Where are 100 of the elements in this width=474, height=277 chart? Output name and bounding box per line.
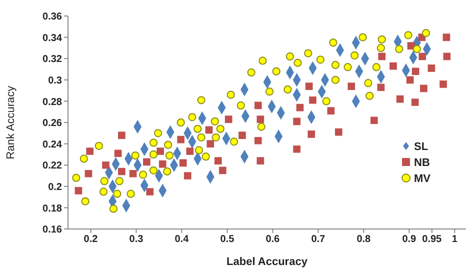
x-tick-label: 1 [452, 234, 458, 246]
point [305, 82, 313, 90]
point [179, 159, 187, 167]
point [272, 67, 280, 76]
point [163, 167, 172, 176]
point [316, 56, 325, 64]
point [418, 52, 426, 60]
point [256, 116, 264, 123]
point [378, 35, 386, 44]
point [358, 33, 367, 42]
x-tick-label: 0.2 [84, 234, 98, 246]
y-tick-label: 0.34 [42, 32, 62, 44]
point [165, 151, 174, 160]
y-axis-title: Rank Accuracy [4, 85, 17, 160]
point [322, 97, 330, 106]
point [129, 170, 137, 178]
point [366, 92, 374, 100]
point [164, 140, 172, 149]
point [344, 63, 352, 72]
legend-label: MV [414, 173, 432, 185]
point [214, 157, 222, 165]
y-tick-label: 0.2 [48, 182, 62, 193]
point [296, 104, 304, 112]
x-axis-title: Label Accuracy [226, 256, 308, 268]
point [118, 132, 126, 139]
point [372, 63, 380, 72]
point [404, 31, 412, 40]
point [257, 122, 266, 131]
point [202, 152, 210, 161]
y-tick-label: 0.24 [42, 139, 62, 150]
point [114, 150, 122, 158]
point [210, 117, 219, 126]
point [265, 88, 274, 96]
x-tick-label: 0.95 [422, 234, 442, 246]
point [442, 34, 450, 41]
point [115, 177, 124, 186]
point [154, 129, 162, 138]
point [334, 128, 342, 136]
point [390, 62, 397, 70]
point [377, 84, 385, 92]
point [309, 96, 316, 104]
point [176, 118, 185, 127]
point [284, 85, 292, 94]
x-tick-label: 0.7 [311, 234, 326, 246]
point [293, 145, 300, 153]
point [348, 82, 356, 90]
point [84, 170, 92, 178]
point [411, 98, 419, 106]
point [197, 133, 206, 142]
x-tick-label: 0.8 [356, 234, 372, 246]
x-tick-label: 0.5 [220, 234, 235, 246]
point [118, 168, 126, 176]
point [406, 76, 414, 84]
point [396, 95, 404, 103]
point [443, 52, 451, 60]
point [370, 116, 378, 124]
point [81, 197, 90, 206]
y-tick-label: 0.16 [42, 224, 62, 236]
point [216, 124, 224, 133]
legend-label: NB [414, 157, 430, 169]
point [331, 76, 340, 84]
point [407, 42, 415, 50]
point [350, 51, 359, 60]
point [428, 64, 436, 72]
point [364, 79, 372, 88]
point [194, 124, 202, 133]
point [304, 49, 312, 58]
point [149, 166, 158, 174]
x-tick-label: 0.4 [174, 234, 190, 246]
x-tick-label: 0.6 [266, 234, 280, 246]
point [149, 150, 158, 159]
point [327, 107, 335, 114]
point [94, 142, 103, 150]
point [258, 56, 267, 65]
point [236, 101, 245, 110]
x-tick-label: 0.9 [402, 234, 417, 246]
point [113, 190, 122, 198]
point [224, 116, 232, 123]
point [86, 148, 94, 155]
point [331, 60, 340, 70]
point [329, 38, 338, 47]
point [395, 44, 404, 54]
point [99, 188, 108, 196]
point [188, 113, 196, 122]
point [149, 138, 158, 147]
y-tick-label: 0.26 [42, 118, 62, 130]
point [131, 151, 140, 160]
y-tick-label: 0.3 [48, 75, 62, 86]
point [412, 68, 420, 76]
point [138, 170, 148, 179]
legend-label: SL [414, 141, 428, 153]
y-tick-label: 0.36 [42, 12, 62, 23]
point [177, 136, 184, 144]
point [247, 68, 256, 77]
point [256, 157, 264, 165]
point [212, 133, 220, 142]
point [206, 140, 214, 148]
point [158, 160, 166, 168]
point [72, 174, 80, 182]
point [378, 52, 386, 60]
